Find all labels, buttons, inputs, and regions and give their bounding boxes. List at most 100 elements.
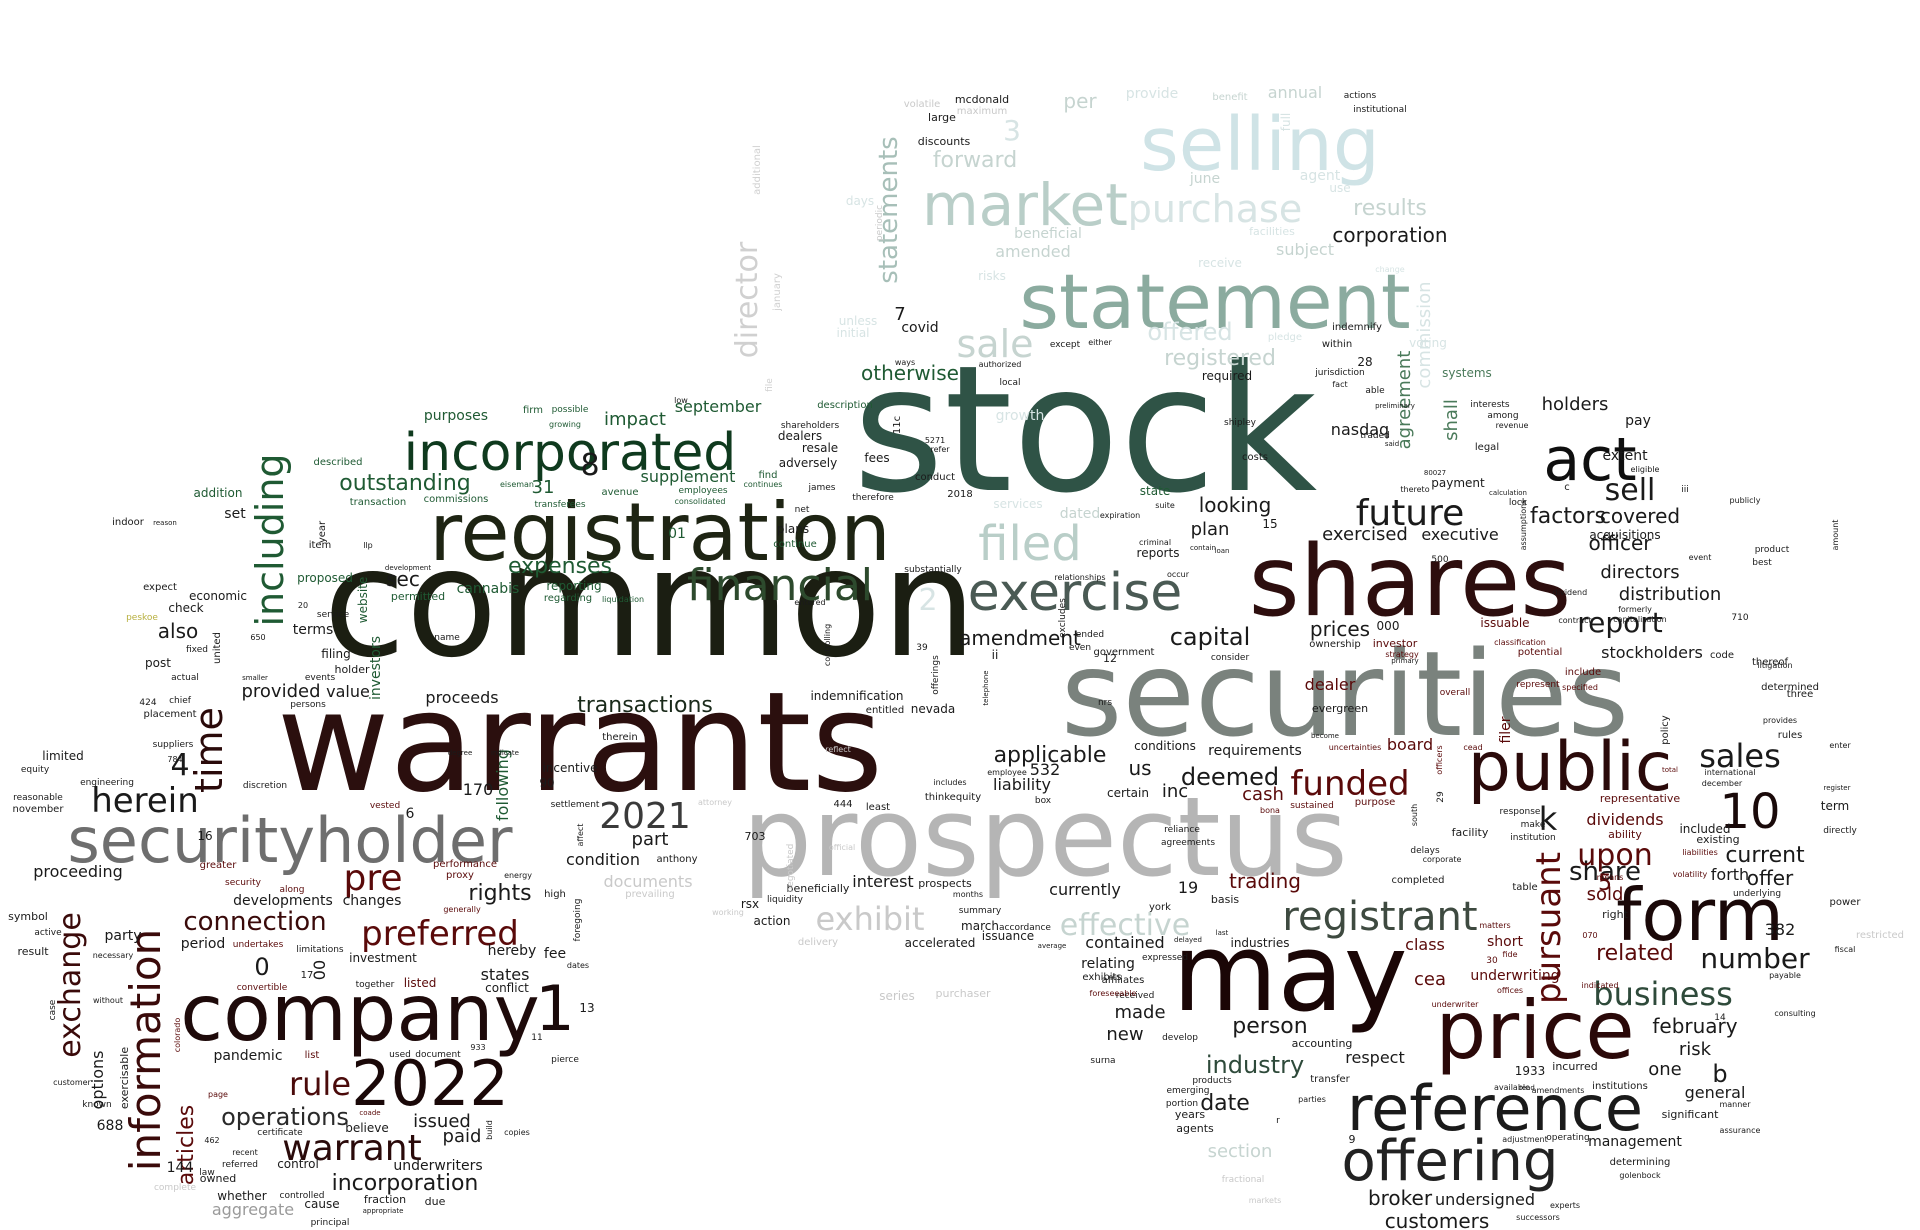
word-14: 14 (1714, 1013, 1726, 1023)
word-amendment: amendment (959, 626, 1081, 650)
word-certain: certain (1107, 786, 1149, 800)
word-traded: traded (1360, 431, 1390, 441)
word-new: new (1106, 1024, 1143, 1045)
word-june: june (1189, 171, 1220, 187)
word-board: board (1387, 735, 1433, 754)
word-6: 6 (406, 806, 415, 822)
word-llp: llp (363, 541, 373, 550)
word-shareholders: shareholders (781, 421, 840, 431)
word-issuable: issuable (1480, 616, 1529, 630)
word-excludes: excludes (1058, 598, 1068, 638)
word-overall: overall (1440, 688, 1471, 698)
word-sales: sales (1699, 737, 1781, 775)
word-12: 12 (1103, 652, 1117, 665)
word-control: control (277, 1157, 319, 1171)
word-future: future (1356, 493, 1465, 534)
word-greater: greater (200, 860, 238, 871)
word-limitations: limitations (296, 945, 344, 955)
word-attorney: attorney (698, 798, 732, 807)
word-law: law (199, 1168, 214, 1178)
word-develop: develop (1162, 1033, 1198, 1043)
word-ownership: ownership (1309, 639, 1361, 650)
word-experts: experts (1550, 1201, 1580, 1210)
word-employees: employees (678, 486, 727, 496)
word-currently: currently (1049, 880, 1121, 899)
word-fact: fact (1332, 380, 1347, 389)
word-build: build (485, 1120, 494, 1140)
word-beneficial: beneficial (1014, 226, 1082, 242)
word-cannabis: cannabis (457, 581, 520, 597)
word-director: director (730, 241, 765, 358)
word-able: able (1365, 386, 1385, 396)
word-incentive: incentive (542, 761, 597, 775)
word-connection: connection (183, 907, 326, 937)
word-dividend: dividend (1553, 588, 1587, 597)
word-permitted: permitted (391, 590, 445, 603)
word-fee: fee (544, 946, 566, 962)
word-publicly: publicly (1729, 496, 1760, 505)
word-three: three (1787, 689, 1813, 700)
word-addition: addition (194, 486, 243, 500)
word-4: 4 (170, 748, 189, 783)
word-interests: interests (1470, 400, 1510, 410)
word-supplement: supplement (641, 467, 736, 486)
word-securities: securities (1061, 625, 1629, 763)
word-eligible: eligible (1631, 465, 1660, 474)
word-070: 070 (1582, 931, 1597, 940)
word-necessary: necessary (93, 951, 134, 960)
word-required: required (1202, 369, 1252, 383)
word-criminal: criminal (1139, 538, 1171, 547)
word-plans: plans (777, 522, 809, 536)
word-forward: forward (933, 148, 1017, 173)
word-restricted: restricted (1856, 930, 1904, 941)
word-enter: enter (1829, 741, 1851, 750)
word-thinkequity: thinkequity (925, 792, 981, 803)
word-warrant: warrant (282, 1128, 421, 1169)
word-80027: 80027 (1424, 469, 1446, 477)
word-15: 15 (1262, 517, 1277, 531)
word-29: 29 (1436, 791, 1446, 803)
word-together: together (356, 980, 395, 990)
word-smaller: smaller (242, 674, 268, 682)
word-provided: provided (241, 681, 320, 702)
word-result: result (17, 945, 49, 958)
word-trading: trading (1229, 869, 1301, 893)
word-also: also (158, 619, 198, 643)
word-indicated: indicated (1581, 981, 1618, 990)
word-herein: herein (91, 781, 199, 821)
word-limited: limited (42, 749, 83, 763)
word-specified: specified (1562, 683, 1598, 692)
word-active: active (34, 928, 62, 938)
word-outstanding: outstanding (339, 471, 471, 496)
word-assurance: assurance (1720, 1126, 1761, 1135)
word-dealer: dealer (1305, 675, 1356, 694)
word-nasdaq: nasdaq (1331, 420, 1389, 439)
word-affect: affect (576, 824, 585, 847)
word-incorporated: incorporated (404, 423, 737, 483)
word-except: except (1050, 340, 1081, 350)
word-volatility: volatility (1673, 870, 1708, 879)
word-successors: successors (1516, 1213, 1560, 1222)
word-agreements: agreements (1161, 838, 1215, 848)
word-avenue: avenue (601, 487, 638, 498)
word-includes: includes (933, 778, 966, 787)
word-controlled: controlled (280, 1191, 325, 1201)
word-last: last (1216, 929, 1229, 937)
word-low: low (674, 396, 688, 405)
word-read: read (1519, 1084, 1535, 1092)
word-either: either (1088, 338, 1112, 347)
word-eiseman: eiseman (500, 480, 534, 489)
word-ii: ii (992, 648, 999, 662)
word-manner: manner (1719, 1100, 1751, 1109)
word-incorporation: incorporation (332, 1171, 479, 1196)
word-means: means (1597, 873, 1624, 882)
word-532: 532 (1030, 760, 1061, 779)
word-code: code (1710, 650, 1734, 661)
word-december: december (1702, 779, 1743, 788)
word-may: may (1172, 911, 1407, 1036)
word-one: one (1648, 1059, 1682, 1080)
word-summary: summary (959, 906, 1002, 916)
word-underwriters: underwriters (393, 1158, 482, 1174)
word-registered: registered (1164, 346, 1276, 371)
word-k: k (1539, 800, 1558, 838)
